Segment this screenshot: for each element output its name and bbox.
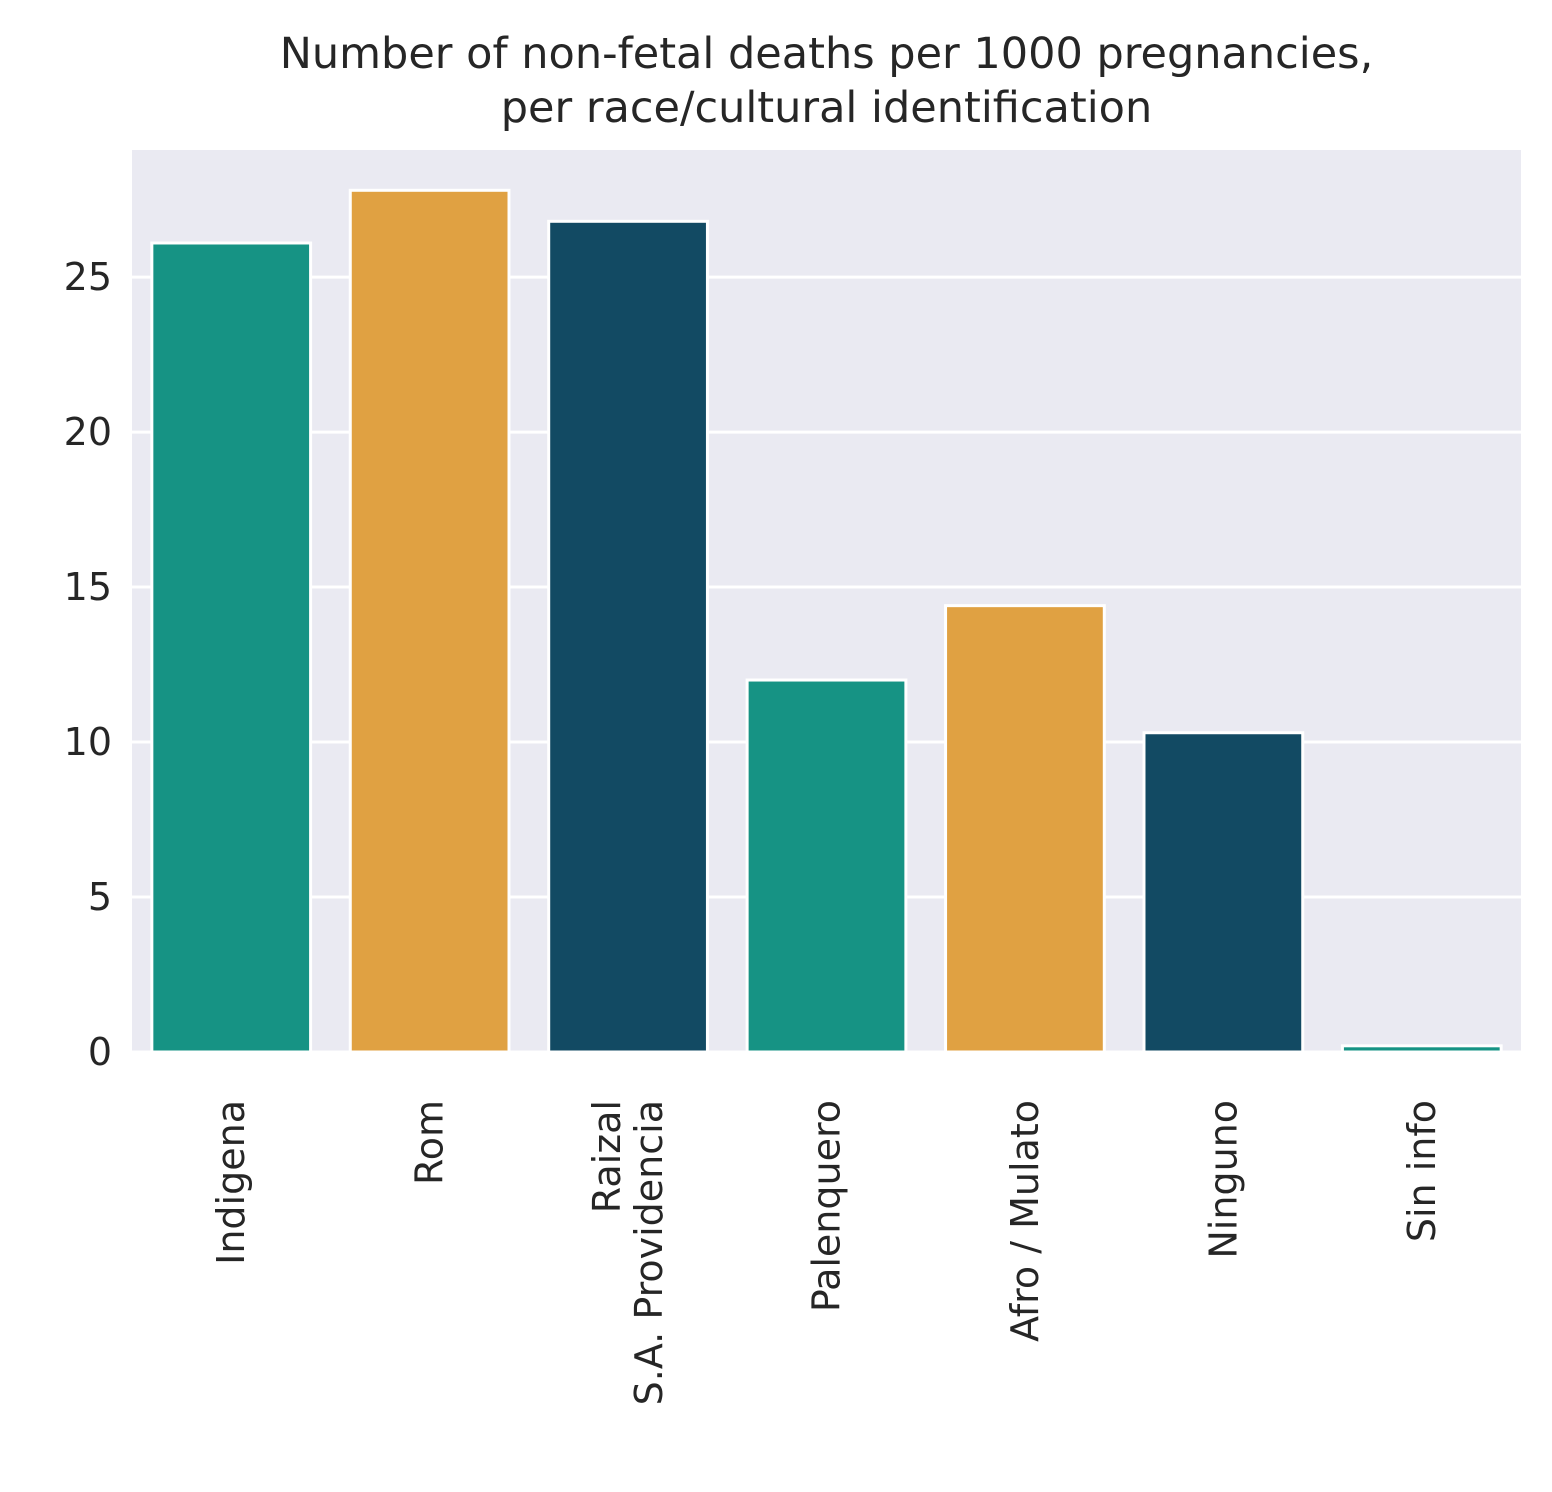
y-tick-label: 25	[64, 255, 112, 299]
chart-title-line: Number of non-fetal deaths per 1000 preg…	[280, 29, 1374, 79]
chart-title: Number of non-fetal deaths per 1000 preg…	[280, 29, 1374, 133]
y-tick-label: 20	[64, 410, 112, 454]
y-axis-ticks: 0 5 10 15 20 25	[64, 255, 112, 1074]
bar-sin-info	[1340, 1044, 1503, 1054]
bar-ninguno	[1142, 731, 1305, 1054]
bar-rom	[348, 188, 511, 1054]
bar-afro-mulato	[944, 604, 1106, 1054]
y-tick-label: 10	[64, 720, 112, 764]
x-tick-label: Rom	[408, 1100, 452, 1185]
x-tick-label: Sin info	[1400, 1100, 1444, 1242]
bars	[150, 188, 1503, 1054]
x-tick-label: Ninguno	[1201, 1100, 1245, 1259]
bar-palenquero	[745, 678, 908, 1054]
x-tick-label: Palenquero	[805, 1100, 849, 1312]
chart-title-line: per race/cultural identification	[501, 83, 1153, 133]
y-tick-label: 5	[88, 875, 112, 919]
y-tick-label: 15	[64, 565, 112, 609]
x-tick-label: Indigena	[209, 1100, 253, 1265]
bar-raizal-s-a-providencia	[547, 219, 709, 1054]
y-tick-label: 0	[88, 1030, 112, 1074]
x-tick-label: S.A. Providencia	[627, 1100, 671, 1405]
x-tick-label: Afro / Mulato	[1003, 1100, 1047, 1342]
bar-indigena	[150, 241, 313, 1054]
x-tick-label: Raizal	[585, 1100, 629, 1213]
